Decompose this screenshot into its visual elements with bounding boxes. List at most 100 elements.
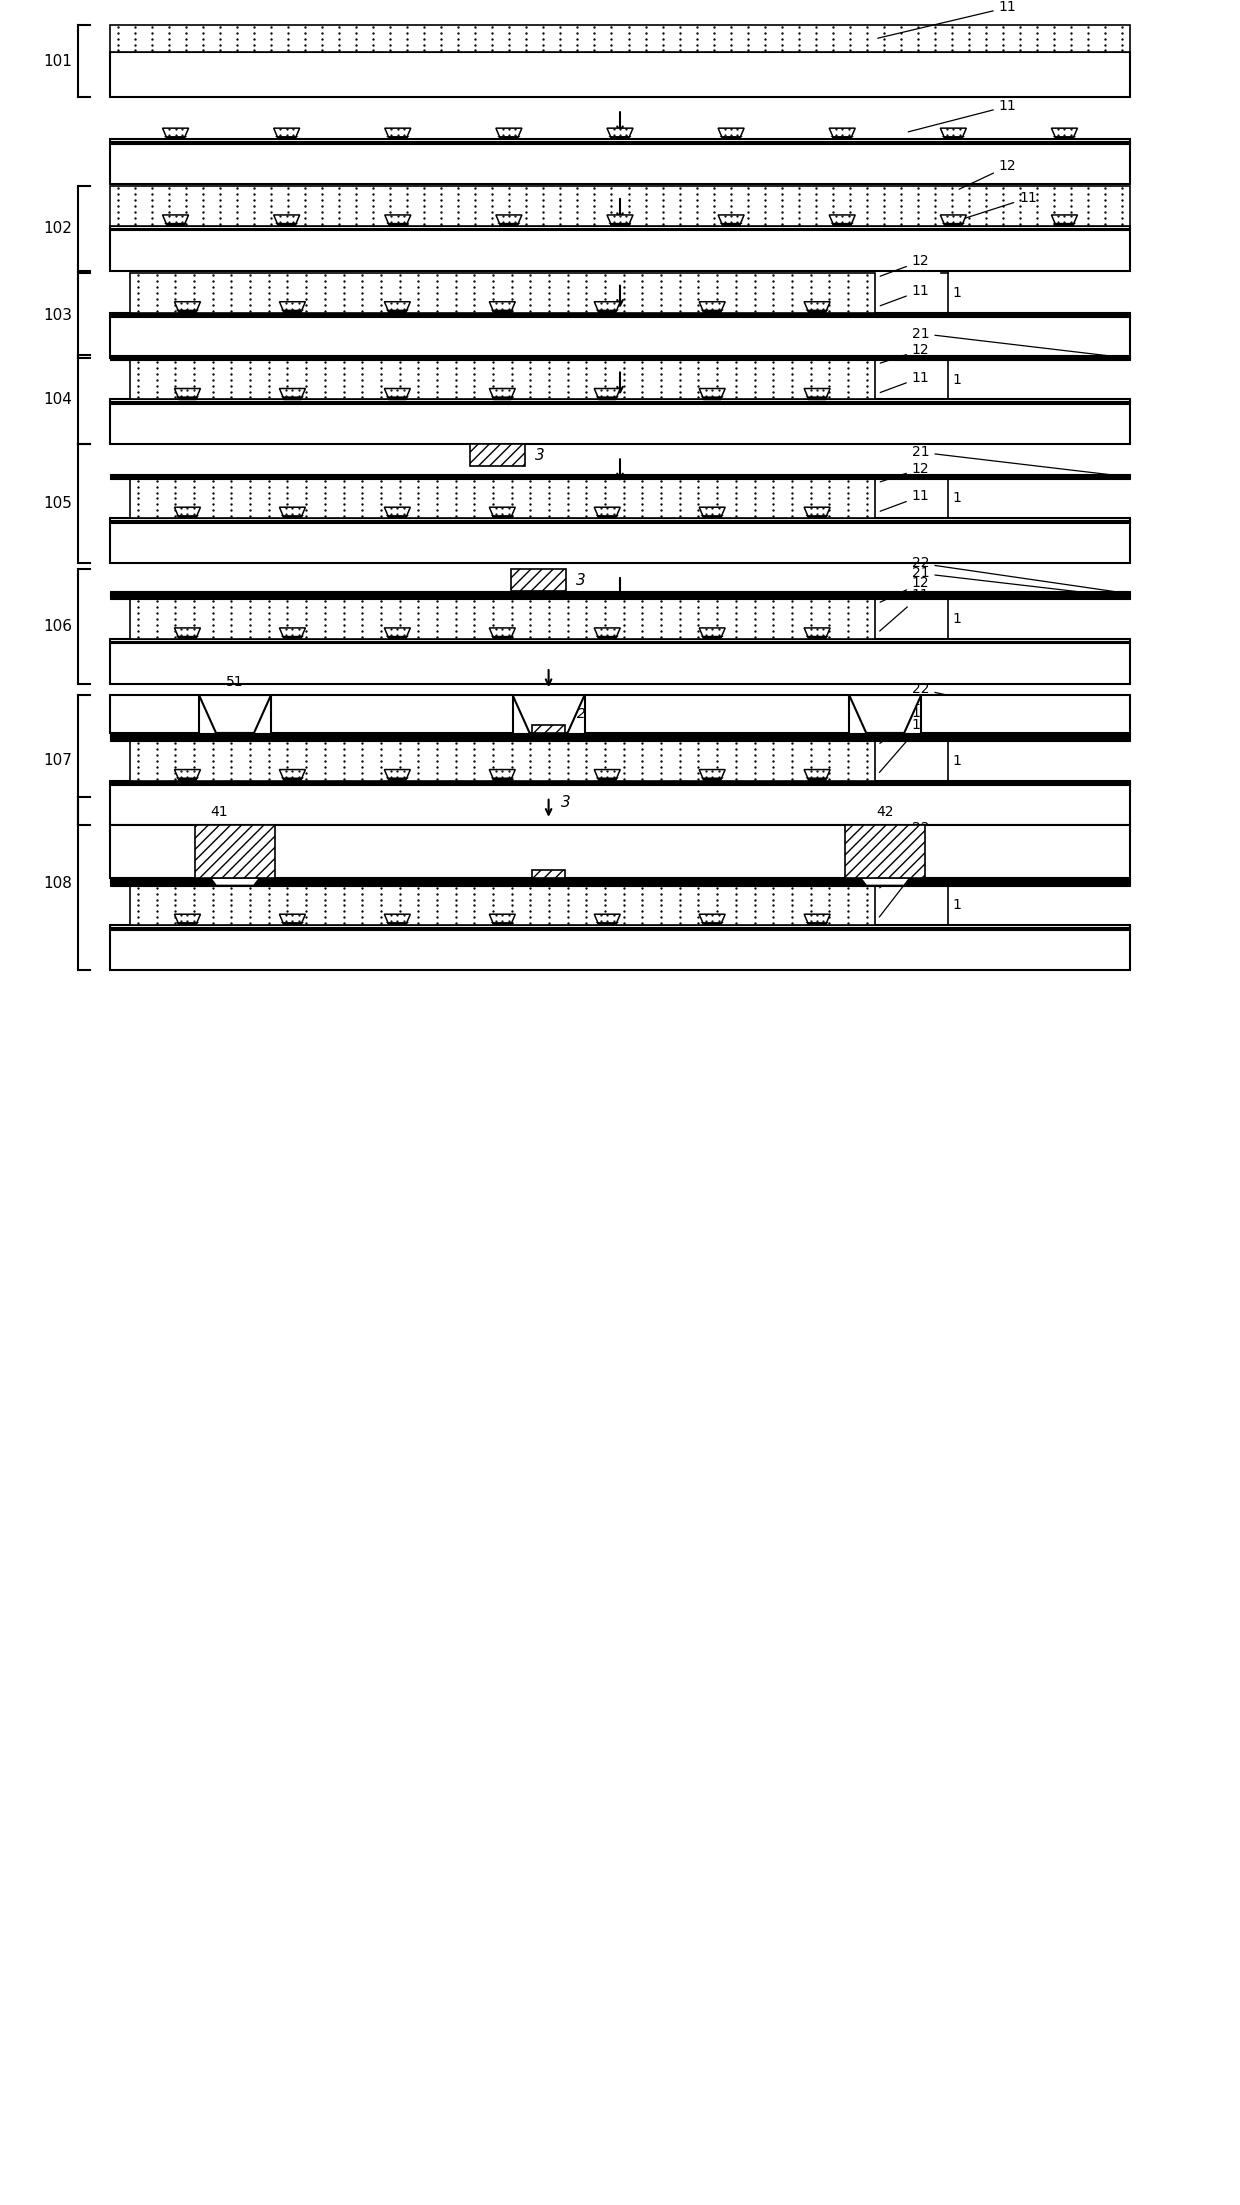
Polygon shape	[386, 137, 409, 139]
Polygon shape	[594, 628, 620, 639]
Polygon shape	[491, 397, 513, 399]
Polygon shape	[719, 223, 743, 225]
Text: 11: 11	[878, 0, 1017, 37]
Text: 21: 21	[911, 695, 1122, 739]
Polygon shape	[595, 309, 619, 313]
Bar	[130, 478, 874, 518]
Polygon shape	[280, 309, 304, 313]
Bar	[110, 518, 1130, 562]
Polygon shape	[175, 915, 201, 926]
Polygon shape	[164, 223, 187, 225]
Bar	[110, 139, 1130, 183]
Text: 101: 101	[43, 53, 72, 68]
Polygon shape	[279, 770, 305, 781]
Bar	[110, 926, 1130, 970]
Bar	[195, 825, 275, 878]
Polygon shape	[490, 915, 516, 926]
Polygon shape	[804, 915, 830, 926]
Polygon shape	[384, 915, 410, 926]
Text: 11: 11	[960, 192, 1037, 220]
Bar	[110, 399, 1130, 445]
Bar	[532, 725, 564, 732]
Polygon shape	[386, 397, 409, 399]
Polygon shape	[609, 223, 631, 225]
Text: 51: 51	[226, 675, 244, 690]
Polygon shape	[386, 223, 409, 225]
Polygon shape	[279, 507, 305, 518]
Polygon shape	[699, 388, 725, 399]
Polygon shape	[497, 223, 521, 225]
Polygon shape	[279, 388, 305, 399]
Polygon shape	[386, 922, 409, 926]
Polygon shape	[608, 214, 632, 225]
Polygon shape	[490, 302, 516, 313]
Text: 11: 11	[879, 589, 930, 631]
Polygon shape	[806, 309, 828, 313]
Text: 106: 106	[43, 620, 72, 635]
Bar	[846, 825, 925, 878]
Polygon shape	[491, 635, 513, 639]
Text: 41: 41	[211, 805, 228, 818]
Polygon shape	[198, 695, 272, 732]
Text: 12: 12	[880, 344, 930, 364]
Polygon shape	[384, 388, 410, 399]
Bar	[110, 781, 1130, 825]
Polygon shape	[1053, 137, 1076, 139]
Polygon shape	[491, 309, 513, 313]
Text: 11: 11	[879, 719, 930, 772]
Polygon shape	[594, 388, 620, 399]
Bar	[110, 595, 1130, 600]
Bar	[110, 53, 1130, 97]
Polygon shape	[496, 214, 522, 225]
Text: 104: 104	[43, 392, 72, 408]
Polygon shape	[1053, 223, 1076, 225]
Text: 108: 108	[43, 875, 72, 891]
Polygon shape	[175, 388, 201, 399]
Bar	[130, 886, 874, 926]
Bar	[110, 474, 1130, 478]
Polygon shape	[940, 128, 966, 139]
Polygon shape	[210, 878, 260, 886]
Polygon shape	[164, 137, 187, 139]
Polygon shape	[806, 397, 828, 399]
Bar	[130, 273, 874, 313]
Bar	[272, 695, 512, 732]
Polygon shape	[804, 628, 830, 639]
Polygon shape	[718, 128, 744, 139]
Text: 21: 21	[911, 833, 1122, 882]
Polygon shape	[804, 507, 830, 518]
Polygon shape	[594, 770, 620, 781]
Polygon shape	[595, 516, 619, 518]
Text: 11: 11	[880, 284, 930, 306]
Polygon shape	[175, 507, 201, 518]
Text: 1: 1	[952, 373, 961, 386]
Bar	[921, 695, 1130, 732]
Bar	[110, 355, 1130, 359]
Bar	[110, 187, 1130, 225]
Polygon shape	[490, 628, 516, 639]
Text: 11: 11	[908, 99, 1017, 132]
Polygon shape	[386, 778, 409, 781]
Polygon shape	[275, 223, 299, 225]
Polygon shape	[176, 309, 200, 313]
Bar	[584, 695, 849, 732]
Polygon shape	[940, 214, 966, 225]
Polygon shape	[386, 635, 409, 639]
Bar	[110, 783, 1130, 785]
Bar	[130, 359, 874, 399]
Polygon shape	[175, 628, 201, 639]
Polygon shape	[595, 397, 619, 399]
Bar	[110, 642, 1130, 644]
Polygon shape	[176, 922, 200, 926]
Polygon shape	[1052, 128, 1078, 139]
Polygon shape	[274, 128, 300, 139]
Polygon shape	[384, 628, 410, 639]
Polygon shape	[280, 516, 304, 518]
Text: 1: 1	[952, 287, 961, 300]
Bar	[110, 26, 1130, 53]
Text: 42: 42	[877, 805, 894, 818]
Text: 107: 107	[43, 752, 72, 767]
Polygon shape	[701, 309, 724, 313]
Bar	[470, 443, 525, 465]
Polygon shape	[491, 778, 513, 781]
